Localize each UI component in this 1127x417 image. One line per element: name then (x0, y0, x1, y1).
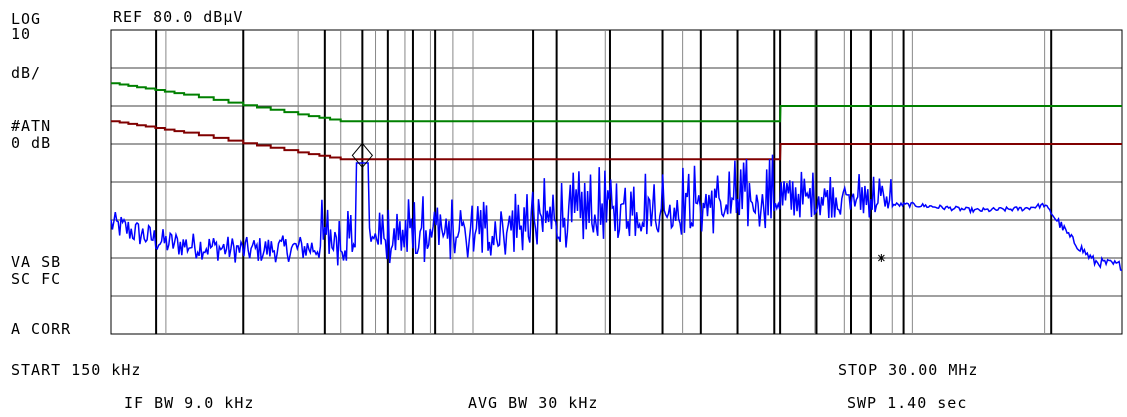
attenuation-value: 0 dB (11, 134, 52, 152)
limit-lines (111, 82, 1122, 161)
ref-level-label: REF 80.0 dBµV (113, 8, 244, 26)
flags-line-2: SC FC (11, 270, 62, 288)
attenuation-label: #ATN (11, 117, 52, 135)
horizontal-gridlines (111, 67, 1122, 297)
peak-marker-diamond (351, 142, 374, 169)
limit-line-1 (111, 82, 1122, 123)
start-frequency: START 150 kHz (11, 361, 142, 379)
if-bandwidth: IF BW 9.0 kHz (124, 394, 255, 412)
correction-label: A CORR (11, 320, 72, 338)
scale-unit-label: dB/ (11, 64, 42, 82)
scale-mode-label: LOG (11, 10, 42, 28)
scale-value-label: 10 (11, 25, 32, 43)
star-marker (877, 254, 886, 262)
stop-frequency: STOP 30.00 MHz (838, 361, 979, 379)
trace-markers (351, 142, 886, 262)
limit-line-2 (111, 120, 1122, 161)
spectrum-trace (110, 154, 1123, 272)
flags-line-1: VA SB (11, 253, 62, 271)
measurement-trace (110, 154, 1123, 272)
sweep-time: SWP 1.40 sec (847, 394, 968, 412)
avg-bandwidth: AVG BW 30 kHz (468, 394, 599, 412)
